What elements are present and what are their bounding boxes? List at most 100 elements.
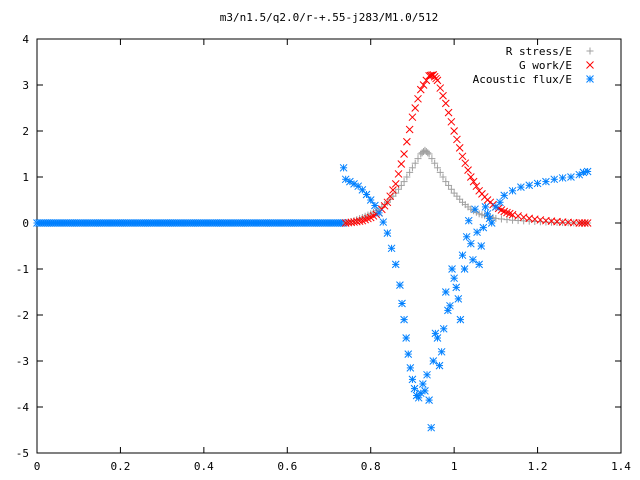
series-0-point: [403, 173, 411, 181]
series-1-point: [380, 201, 389, 210]
series-2-point: [398, 299, 406, 308]
series-1-point: [439, 91, 447, 100]
x-tick-label: 1.4: [611, 460, 631, 473]
series-1-point: [358, 216, 367, 225]
series-2-point: [429, 357, 438, 365]
series-2-point: [423, 370, 431, 379]
axes: [36, 38, 622, 454]
series-2-point: [473, 228, 481, 237]
series-2-point: [460, 265, 469, 273]
series-1-point: [419, 81, 428, 89]
plot-border: [36, 38, 622, 454]
series-0-point: [447, 185, 455, 193]
chart-title: m3/n1.5/q2.0/r-+.55-j283/M1.0/512: [220, 11, 439, 24]
y-tick-label: 1: [22, 171, 29, 184]
series-2-point: [456, 315, 465, 324]
series-1-point: [583, 219, 592, 227]
series-2-point: [402, 334, 411, 342]
series-2-point: [533, 179, 542, 188]
series-2-point: [458, 251, 467, 260]
series-1-point: [472, 182, 481, 191]
series-1-point: [416, 85, 425, 94]
series-2-point: [404, 350, 413, 358]
x-tick-label: 1: [451, 460, 458, 473]
y-tick-label: -4: [16, 401, 30, 414]
series-2-point: [419, 380, 427, 388]
series-0-point: [408, 164, 416, 172]
series-2-point: [464, 216, 473, 225]
series-1-point: [386, 192, 395, 201]
y-tick-label: 0: [22, 217, 29, 230]
series-1-point: [441, 99, 450, 108]
series-0-point: [439, 173, 447, 181]
y-tick-label: -5: [16, 447, 29, 460]
series-2-point: [558, 174, 567, 182]
series-2-point: [508, 186, 517, 195]
series-2-point: [481, 203, 490, 211]
series-2-point: [439, 324, 448, 333]
series-1-point: [414, 94, 422, 103]
series-2-point: [387, 244, 396, 253]
y-tick-label: 3: [22, 79, 29, 92]
series-2-point: [396, 281, 404, 289]
series-2-point: [339, 163, 348, 172]
series-2-point: [479, 223, 488, 232]
series-2-point: [583, 167, 592, 176]
series-2-point: [477, 242, 486, 250]
series-1-point: [433, 76, 442, 85]
series-2-point: [366, 196, 375, 204]
x-tick-label: 0.4: [194, 460, 214, 473]
series-2-point: [466, 239, 475, 248]
series-1-point: [469, 177, 478, 186]
series-2-point: [492, 203, 500, 211]
series-1-point: [461, 159, 470, 168]
series-0-point: [428, 155, 436, 163]
series-1-point: [578, 219, 586, 227]
series-1-point: [436, 84, 445, 92]
series-0-point: [425, 150, 433, 158]
series-1-point: [397, 160, 406, 168]
series-2-point: [435, 361, 444, 370]
series-1-point: [450, 127, 458, 135]
series-1-point: [394, 170, 403, 178]
series-0-point: [406, 168, 414, 176]
y-tick-label: 4: [22, 33, 29, 46]
series-0-point: [397, 181, 405, 189]
series-2-point: [487, 219, 496, 227]
y-tick-label: -2: [16, 309, 29, 322]
series-2-point: [427, 423, 436, 432]
series-2-point: [410, 384, 419, 393]
x-tick-label: 0.6: [277, 460, 297, 473]
series-1-point: [361, 215, 370, 224]
series-1-point: [403, 137, 411, 146]
series-1-point: [405, 125, 414, 134]
series-1-point: [364, 214, 372, 223]
series-2-point: [421, 387, 429, 395]
series-2-point: [469, 255, 477, 264]
x-tick-label: 1.2: [528, 460, 548, 473]
series-1-point: [389, 186, 397, 194]
x-tick-label: 0.2: [110, 460, 130, 473]
ticks: 0 0.2 0.4 0.6 0.8 1 1.2 1.4 -5 -4 -3 -2 -1 0 1 2 3 4: [16, 33, 632, 473]
series-1-point: [426, 71, 435, 80]
series-2-point: [362, 190, 371, 199]
series-0-point: [436, 168, 444, 176]
series-2-point: [425, 396, 433, 404]
series-2-point: [500, 191, 509, 200]
series-2-point: [448, 265, 456, 273]
series-0-point: [503, 216, 511, 224]
series-1-point: [411, 104, 420, 112]
series-1-point: [500, 207, 509, 216]
series-2-point: [475, 260, 484, 269]
series-2-point: [496, 198, 504, 207]
series-1-point: [455, 144, 464, 152]
series-0-point: [442, 178, 450, 186]
series-2-point: [433, 334, 442, 342]
series-2-point: [567, 173, 575, 181]
series-2-point: [371, 201, 379, 210]
series-2-point: [375, 209, 383, 217]
series-2-point: [406, 364, 415, 372]
series-2-point: [462, 232, 471, 241]
